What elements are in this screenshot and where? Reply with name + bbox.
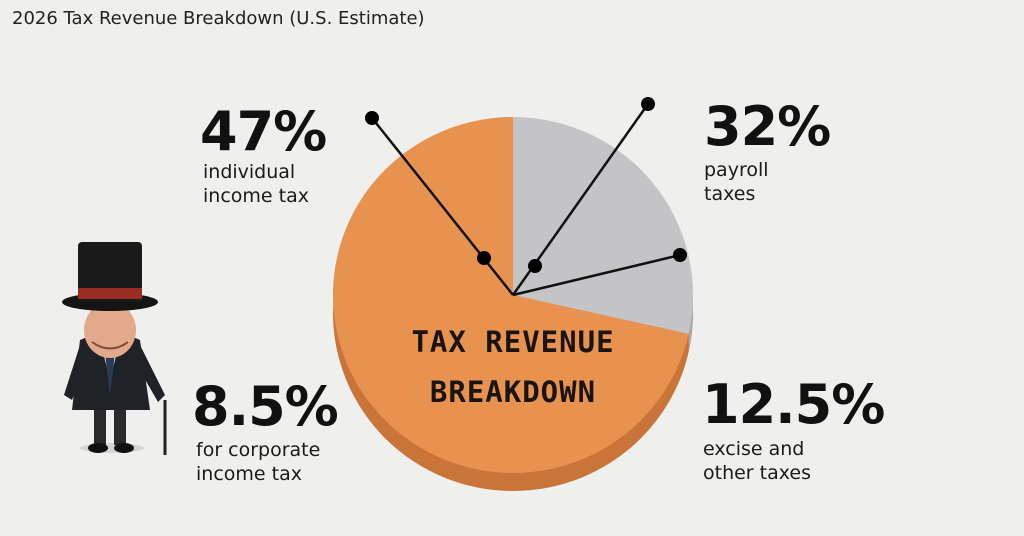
corporate-pct: 8.5%: [192, 375, 339, 438]
pie-center-title-line1: TAX REVENUE: [411, 325, 615, 359]
individual-pct: 47%: [200, 100, 327, 163]
payroll-pct: 32%: [704, 95, 831, 158]
individual-label: individual income tax: [203, 160, 309, 208]
leader-line: [371, 117, 514, 296]
leader-line: [512, 253, 681, 297]
pie-center-title-line2: BREAKDOWN: [429, 375, 597, 409]
payroll-label-line2: taxes: [704, 183, 756, 205]
corporate-label-line2: income tax: [196, 463, 302, 485]
payroll-label: payroll taxes: [704, 158, 769, 206]
excise-label-line1: excise and: [703, 438, 805, 460]
excise-label: excise and other taxes: [703, 437, 811, 485]
leader-dot: [528, 259, 542, 273]
pie-slice-individual-income-tax: [333, 117, 689, 474]
individual-label-line2: income tax: [203, 185, 309, 207]
leader-dot: [673, 248, 687, 262]
pie-slice-payroll-excise: [513, 117, 693, 334]
corporate-label-line1: for corporate: [196, 439, 321, 461]
leader-dot: [365, 111, 379, 125]
page-title: 2026 Tax Revenue Breakdown (U.S. Estimat…: [12, 8, 425, 29]
leader-dot: [477, 251, 491, 265]
excise-pct: 12.5%: [702, 373, 885, 436]
excise-label-line2: other taxes: [703, 462, 811, 484]
individual-label-line1: individual: [203, 161, 296, 183]
payroll-label-line1: payroll: [704, 159, 769, 181]
corporate-label: for corporate income tax: [196, 438, 320, 486]
tycoon-illustration-icon: [62, 242, 167, 455]
leader-dot: [641, 97, 655, 111]
